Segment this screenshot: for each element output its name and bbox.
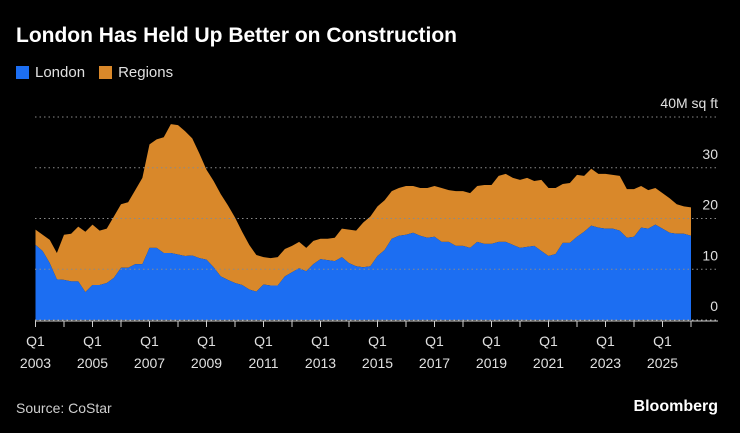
x-tick-label-quarter: Q1 — [368, 333, 387, 349]
y-tick-label: 20 — [702, 197, 718, 213]
x-tick-label-year: 2017 — [419, 355, 450, 371]
x-tick-label-year: 2003 — [20, 355, 51, 371]
x-tick-label-quarter: Q1 — [653, 333, 672, 349]
legend-swatch-london — [16, 66, 29, 79]
x-tick-label-quarter: Q1 — [26, 333, 45, 349]
x-tick-label-quarter: Q1 — [482, 333, 501, 349]
x-tick-label-quarter: Q1 — [197, 333, 216, 349]
x-tick-label-quarter: Q1 — [83, 333, 102, 349]
x-tick-label-year: 2011 — [248, 355, 278, 371]
legend-item-regions: Regions — [99, 64, 173, 81]
x-tick-label-year: 2021 — [533, 355, 564, 371]
x-tick-label-year: 2013 — [305, 355, 336, 371]
x-tick-label-quarter: Q1 — [596, 333, 615, 349]
y-tick-label: 30 — [702, 146, 718, 162]
legend: London Regions — [16, 64, 187, 81]
x-tick-label-quarter: Q1 — [140, 333, 159, 349]
legend-label-regions: Regions — [118, 64, 174, 81]
legend-label-london: London — [35, 64, 86, 81]
y-tick-label: 0 — [710, 298, 718, 314]
x-tick-label-year: 2005 — [77, 355, 108, 371]
x-tick-label-year: 2023 — [590, 355, 621, 371]
chart-title: London Has Held Up Better on Constructio… — [16, 24, 457, 47]
series-area-regions — [35, 124, 691, 293]
x-tick-label-quarter: Q1 — [254, 333, 273, 349]
x-tick-label-year: 2019 — [476, 355, 507, 371]
x-tick-label-year: 2015 — [362, 355, 393, 371]
y-tick-label: 40M sq ft — [660, 95, 718, 111]
legend-swatch-regions — [99, 66, 113, 79]
x-tick-label-year: 2007 — [134, 355, 165, 371]
y-tick-label: 10 — [702, 247, 718, 263]
series-area-london — [35, 224, 691, 320]
x-tick-label-quarter: Q1 — [425, 333, 444, 349]
bloomberg-logo: Bloomberg — [633, 398, 718, 415]
source-note: Source: CoStar — [16, 400, 112, 416]
x-tick-label-quarter: Q1 — [539, 333, 558, 349]
legend-item-london: London — [16, 64, 85, 81]
x-tick-label-year: 2025 — [647, 355, 678, 371]
x-tick-label-year: 2009 — [191, 355, 222, 371]
x-tick-label-quarter: Q1 — [311, 333, 330, 349]
